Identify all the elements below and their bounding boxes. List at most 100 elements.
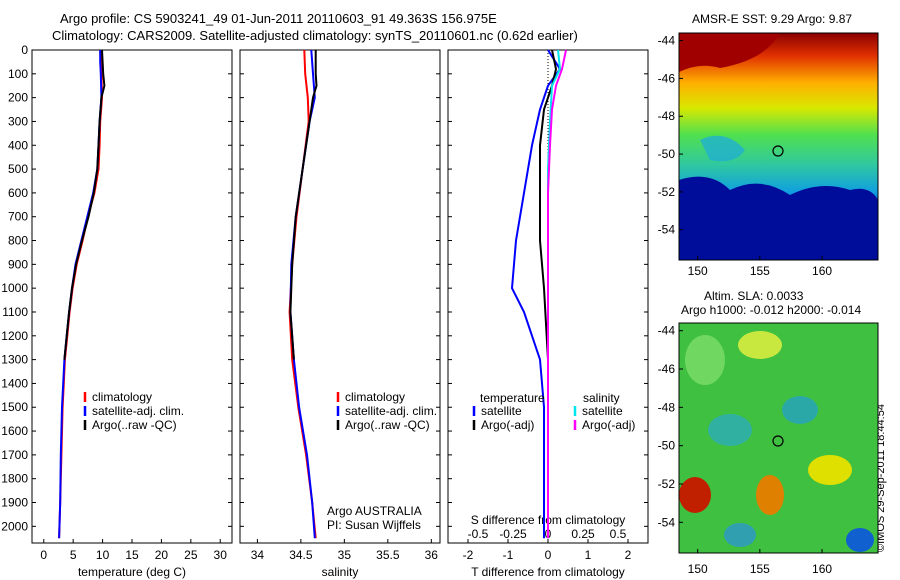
series-line-argo---raw--qc- (289, 50, 318, 360)
sla-blob-2 (738, 331, 782, 359)
depth-tick-label: 1400 (1, 376, 28, 390)
map-y-tick-label: -52 (658, 185, 676, 199)
x-tick-label: 25 (184, 548, 198, 562)
map-x-tick-label: 150 (688, 264, 708, 278)
depth-tick-label: 600 (8, 186, 28, 200)
legend-label: Argo(..raw -QC) (345, 418, 430, 432)
depth-tick-label: 100 (8, 67, 28, 81)
x-tick-label: 1 (585, 548, 592, 562)
depth-tick-label: 800 (8, 234, 28, 248)
map-y-tick-label: -48 (658, 109, 676, 123)
legend-label: Argo(..raw -QC) (92, 418, 177, 432)
depth-tick-label: 400 (8, 138, 28, 152)
x-tick-label: 0 (545, 548, 552, 562)
x-tick-label: 20 (155, 548, 169, 562)
x-axis-label: T difference from climatology (471, 565, 625, 579)
map-y-tick-label: -48 (658, 400, 676, 414)
map-y-tick-label: -44 (658, 324, 676, 338)
sst-map-title: AMSR-E SST: 9.29 Argo: 9.87 (692, 12, 853, 26)
legend-label: satellite-adj. clim. (345, 404, 437, 418)
series-line-argo--adj- (539, 49, 558, 360)
map-y-tick-label: -50 (658, 439, 676, 453)
x-tick-label: 2 (625, 548, 632, 562)
legend-heading-salinity: salinity (583, 391, 620, 405)
x-tick-label: 5 (70, 548, 77, 562)
sst-map (678, 32, 879, 261)
map-x-tick-label: 150 (688, 562, 708, 576)
depth-tick-label: 1500 (1, 400, 28, 414)
series-line-satellite (510, 49, 562, 539)
depth-tick-label: 1600 (1, 424, 28, 438)
series-line-argo--adj- (547, 49, 567, 539)
legend-label: satellite (481, 404, 522, 418)
x2-tick-label: 0.25 (571, 527, 595, 541)
legend-label: climatology (92, 390, 152, 404)
sst-warm-patch (679, 33, 780, 72)
x-tick-label: 34.5 (289, 548, 313, 562)
sla-blob-4 (782, 396, 818, 424)
float-info-text: Argo AUSTRALIA (327, 504, 422, 518)
depth-tick-label: 700 (8, 210, 28, 224)
legend-label: satellite (582, 404, 623, 418)
depth-tick-label: 1700 (1, 448, 28, 462)
x-tick-label: 34 (251, 548, 265, 562)
x2-tick-label: -0.5 (468, 527, 489, 541)
map-y-tick-label: -54 (658, 223, 676, 237)
legend-label: satellite-adj. clim. (92, 404, 184, 418)
x-tick-label: 0 (40, 548, 47, 562)
sla-map (678, 322, 879, 554)
depth-tick-label: 300 (8, 114, 28, 128)
sla-map-title-line2: Argo h1000: -0.012 h2000: -0.014 (681, 303, 862, 317)
x2-tick-label: -0.25 (499, 527, 527, 541)
depth-tick-label: 900 (8, 257, 28, 271)
map-y-tick-label: -52 (658, 477, 676, 491)
sst-mid-patch (700, 135, 745, 162)
depth-tick-label: 1100 (2, 305, 28, 319)
legend-heading-temperature: temperature (480, 391, 545, 405)
x-tick-label: 36 (425, 548, 439, 562)
depth-tick-label: 1900 (1, 496, 28, 510)
x-tick-label: 30 (214, 548, 228, 562)
map-x-tick-label: 155 (750, 264, 770, 278)
depth-tick-label: 1800 (1, 472, 28, 486)
sla-blob-6 (756, 475, 784, 515)
float-info-text: PI: Susan Wijffels (327, 518, 421, 532)
sla-argo-marker (772, 435, 784, 447)
sla-blob-8 (846, 528, 874, 552)
map-y-tick-label: -50 (658, 147, 676, 161)
depth-tick-label: 200 (8, 91, 28, 105)
x-tick-label: -1 (503, 548, 514, 562)
x-tick-label: 35 (338, 548, 352, 562)
legend-label: Argo(-adj) (481, 418, 534, 432)
map-y-tick-label: -46 (658, 71, 676, 85)
sla-map-title-line1: Altim. SLA: 0.0033 (704, 289, 804, 303)
x-tick-label: -2 (463, 548, 474, 562)
x-tick-label: 35.5 (376, 548, 400, 562)
salinity-panel-frame (239, 49, 441, 544)
sla-blob-1 (685, 335, 725, 385)
sla-blob-3 (708, 414, 752, 446)
x-tick-label: 10 (96, 548, 110, 562)
depth-tick-label: 1300 (1, 353, 28, 367)
figure-title-line1: Argo profile: CS 5903241_49 01-Jun-2011 … (60, 11, 497, 26)
figure-title-line2: Climatology: CARS2009. Satellite-adjuste… (52, 28, 578, 43)
depth-tick-label: 1200 (1, 329, 28, 343)
depth-tick-label: 1000 (1, 281, 28, 295)
legend-label: Argo(-adj) (582, 418, 635, 432)
sst-cold-patch (679, 176, 878, 260)
depth-tick-label: 2000 (1, 519, 28, 533)
sst-argo-marker (772, 145, 784, 157)
map-x-tick-label: 160 (812, 562, 832, 576)
x2-tick-label: 0.5 (610, 527, 627, 541)
x-axis-label: temperature (deg C) (78, 565, 186, 579)
map-y-tick-label: -44 (658, 34, 676, 48)
series-line-argo---raw--qc- (63, 49, 106, 360)
x-axis-label: salinity (322, 565, 359, 579)
sla-blob-7 (808, 455, 852, 485)
map-y-tick-label: -54 (658, 515, 676, 529)
sla-blob-9 (724, 523, 756, 547)
depth-tick-label: 0 (21, 43, 28, 57)
x-tick-label: 15 (125, 548, 139, 562)
map-x-tick-label: 155 (750, 562, 770, 576)
